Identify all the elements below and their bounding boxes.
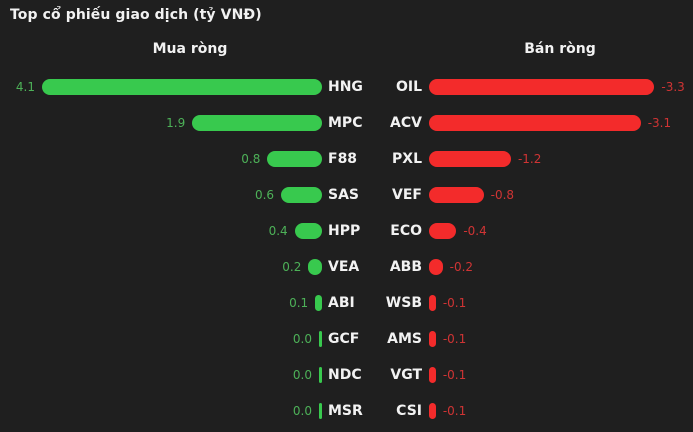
buy-bar	[41, 79, 322, 95]
buy-value-label: 0.0	[292, 404, 312, 418]
buy-value-label: 0.1	[289, 296, 309, 310]
sell-ticker[interactable]: OIL	[395, 79, 422, 95]
buy-ticker[interactable]: VEA	[328, 259, 360, 275]
buy-ticker[interactable]: SAS	[328, 187, 360, 203]
chart-title: Top cổ phiếu giao dịch (tỷ VNĐ)	[10, 7, 262, 23]
buy-ticker[interactable]: MPC	[328, 115, 363, 131]
buy-value-label: 0.6	[254, 188, 275, 202]
buy-value-label: 0.2	[282, 260, 302, 274]
chart-row: 0.8 F88 PXL -1.2	[0, 141, 693, 177]
buy-ticker[interactable]: GCF	[328, 331, 360, 347]
buy-value-label: 0.8	[241, 152, 261, 166]
sell-ticker[interactable]: VGT	[390, 367, 422, 383]
sell-bar	[429, 79, 655, 95]
chart-row: 0.1 ABI WSB -0.1	[0, 285, 693, 321]
buy-value-label: 0.4	[268, 224, 288, 238]
sell-value-label: -0.1	[442, 404, 467, 418]
buy-value-label: 0.0	[292, 368, 312, 382]
sell-bar	[429, 223, 457, 239]
sell-value-label: -0.8	[490, 188, 515, 202]
sell-value-label: -0.1	[442, 368, 467, 382]
buy-bar	[319, 403, 322, 419]
buy-ticker[interactable]: NDC	[328, 367, 362, 383]
buy-value-label: 1.9	[166, 116, 186, 130]
sell-value-label: -3.1	[647, 116, 672, 130]
sell-value-label: -0.1	[442, 296, 467, 310]
chart-row: 1.9 MPC ACV -3.1	[0, 105, 693, 141]
buy-ticker[interactable]: MSR	[328, 403, 363, 419]
sell-bar	[429, 331, 436, 347]
sell-bar	[429, 187, 484, 203]
sell-bar	[429, 259, 443, 275]
bar-chart-rows: 4.1 HNG OIL -3.3 1.9 MPC ACV -3.1 0.8 F88 PXL -1.2 0…	[0, 69, 693, 429]
sell-ticker[interactable]: AMS	[387, 331, 422, 347]
chart-row: 4.1 HNG OIL -3.3	[0, 69, 693, 105]
buy-bar	[319, 331, 322, 347]
sell-ticker[interactable]: ACV	[390, 115, 422, 131]
column-header-buy: Mua ròng	[152, 41, 228, 57]
sell-bar	[429, 151, 511, 167]
buy-bar	[267, 151, 322, 167]
buy-ticker[interactable]: F88	[328, 151, 358, 167]
column-header-sell: Bán ròng	[524, 41, 596, 57]
chart-row: 0.6 SAS VEF -0.8	[0, 177, 693, 213]
buy-bar	[308, 259, 322, 275]
buy-bar	[294, 223, 322, 239]
sell-ticker[interactable]: CSI	[396, 403, 422, 419]
buy-value-label: 4.1	[15, 80, 35, 94]
buy-ticker[interactable]: ABI	[328, 295, 355, 311]
sell-bar	[429, 115, 641, 131]
buy-bar	[319, 367, 322, 383]
chart-row: 0.0 NDC VGT -0.1	[0, 357, 693, 393]
chart-row: 0.2 VEA ABB -0.2	[0, 249, 693, 285]
buy-value-label: 0.0	[292, 332, 312, 346]
sell-value-label: -0.1	[442, 332, 467, 346]
sell-bar	[429, 295, 436, 311]
buy-ticker[interactable]: HNG	[328, 79, 363, 95]
sell-value-label: -0.2	[449, 260, 474, 274]
buy-bar	[281, 187, 322, 203]
sell-bar	[429, 403, 436, 419]
sell-ticker[interactable]: VEF	[392, 187, 422, 203]
sell-ticker[interactable]: PXL	[392, 151, 422, 167]
sell-ticker[interactable]: ABB	[389, 259, 422, 275]
sell-bar	[429, 367, 436, 383]
buy-bar	[192, 115, 322, 131]
sell-value-label: -1.2	[517, 152, 542, 166]
sell-value-label: -0.4	[463, 224, 487, 238]
buy-bar	[315, 295, 322, 311]
chart-row: 0.0 GCF AMS -0.1	[0, 321, 693, 357]
chart-row: 0.0 MSR CSI -0.1	[0, 393, 693, 429]
sell-value-label: -3.3	[661, 80, 685, 94]
sell-ticker[interactable]: ECO	[390, 223, 422, 239]
chart-row: 0.4 HPP ECO -0.4	[0, 213, 693, 249]
buy-ticker[interactable]: HPP	[328, 223, 361, 239]
sell-ticker[interactable]: WSB	[385, 295, 422, 311]
